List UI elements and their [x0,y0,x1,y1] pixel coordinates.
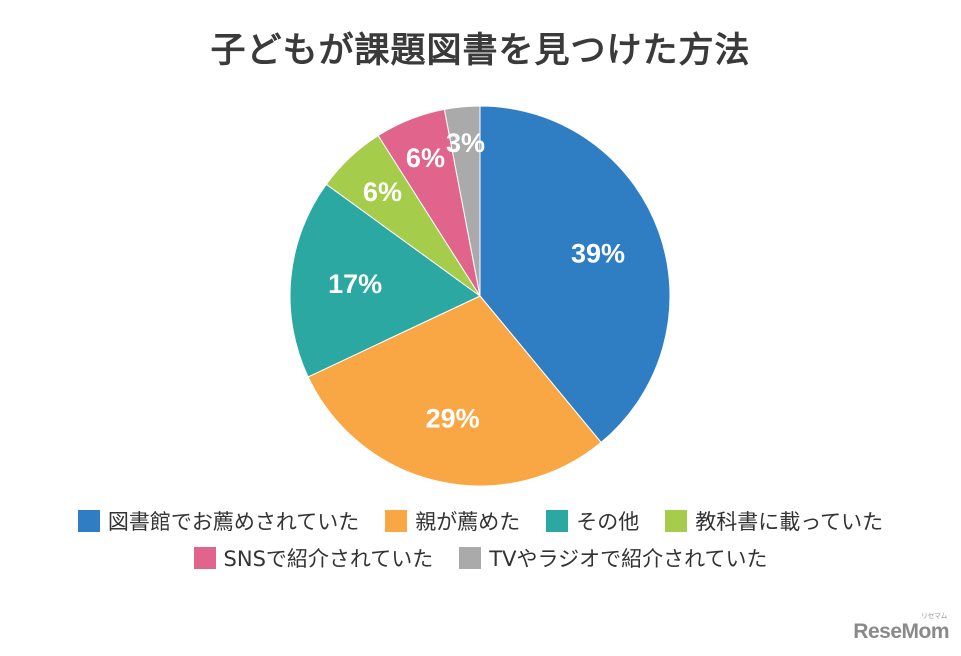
legend-row-2: SNSで紹介されていた TVやラジオで紹介されていた [0,543,961,573]
pie-slice-library [479,105,671,444]
legend-item-library: 図書館でお薦めされていた [77,506,360,536]
pie-label-tv-radio: 3% [446,128,485,158]
legend-label: 教科書に載っていた [695,510,884,534]
resemom-logo-kana: リセマム [921,613,948,620]
legend-swatch [385,510,408,532]
legend-label: 親が薦めた [415,510,521,534]
pie-label-textbook: 6% [363,177,402,207]
legend-swatch [77,510,100,532]
legend-label: その他 [576,510,640,534]
pie-slice-tv-radio [443,105,481,297]
resemom-logo: リセマム ReseMom [853,613,949,644]
legend-item-sns: SNSで紹介されていた [193,543,434,573]
legend-swatch [459,547,482,569]
legend-label: 図書館でお薦めされていた [107,510,360,534]
pie-labels: 39%29%17%6%6%3% [328,128,625,434]
legend-swatch [193,547,216,569]
pie-chart: 39%29%17%6%6%3% [289,105,671,487]
legend-item-other: その他 [546,506,639,536]
pie-slices [289,105,671,487]
legend-label: TVやラジオで紹介されていた [489,547,768,571]
legend-swatch [546,510,569,532]
pie-slice-other [289,183,481,378]
legend-swatch [665,510,688,532]
pie-label-parent: 29% [426,403,480,433]
legend-item-parent: 親が薦めた [385,506,520,536]
pie-label-sns: 6% [406,143,445,173]
legend-item-textbook: 教科書に載っていた [665,506,883,536]
pie-label-library: 39% [571,239,625,269]
pie-label-other: 17% [328,269,382,299]
chart-title: 子どもが課題図書を見つけた方法 [210,31,751,71]
legend-item-tv-radio: TVやラジオで紹介されていた [459,543,767,573]
legend-label: SNSで紹介されていた [223,547,434,571]
pie-slice-parent [307,295,602,487]
legend-row-1: 図書館でお薦めされていた 親が薦めた その他 教科書に載っていた [0,506,961,536]
resemom-logo-text: ReseMom [853,620,949,643]
